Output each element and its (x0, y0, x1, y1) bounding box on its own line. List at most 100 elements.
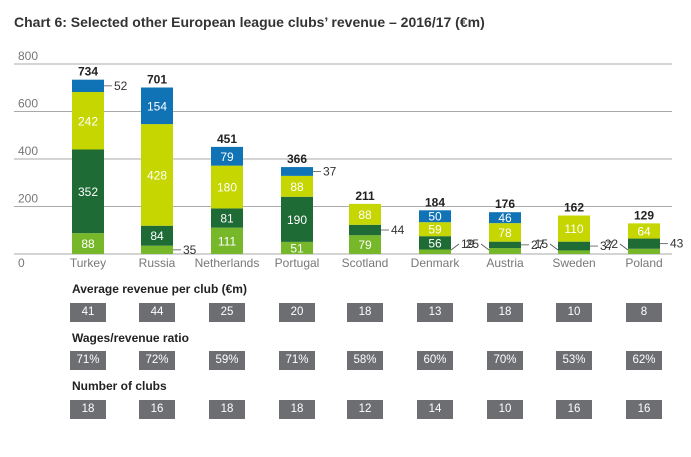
callout-label: 19 (461, 237, 475, 251)
bar-segment (628, 248, 660, 254)
segment-label: 88 (290, 180, 304, 194)
table-cell: 71% (70, 351, 106, 370)
table-cell: 13 (417, 303, 453, 322)
table-cell: 8 (626, 303, 662, 322)
x-tick-label: Austria (486, 256, 524, 270)
total-label: 734 (78, 65, 98, 79)
segment-label: 190 (287, 213, 307, 227)
bar-segment (281, 241, 313, 254)
table-cell: 20 (279, 303, 315, 322)
table-row-label: Average revenue per club (€m) (72, 282, 247, 296)
segment-label: 88 (81, 237, 95, 251)
segment-label: 110 (564, 222, 583, 236)
bar-segment (489, 248, 521, 254)
segment-label: 81 (220, 212, 234, 226)
total-label: 366 (287, 152, 307, 166)
bar-segment (419, 210, 451, 223)
y-tick-label: 400 (18, 144, 38, 158)
table-cell: 25 (209, 303, 245, 322)
segment-label: 79 (358, 238, 372, 252)
bar-segment (349, 224, 381, 236)
bar-segment (281, 175, 313, 197)
callout-label: 25 (466, 237, 480, 251)
table-cell: 18 (70, 400, 106, 419)
bar-segment (281, 167, 313, 176)
segment-label: 79 (220, 150, 234, 164)
table-cell: 14 (417, 400, 453, 419)
bar-segment (349, 203, 381, 225)
segment-label: 56 (428, 236, 442, 250)
callout-label: 22 (605, 237, 619, 251)
segment-label: 59 (428, 223, 442, 237)
table-row-label: Wages/revenue ratio (72, 331, 189, 345)
callout-label: 35 (183, 243, 197, 257)
bar-segment (558, 250, 590, 254)
x-tick-label: Netherlands (195, 256, 260, 270)
bar-segment (628, 238, 660, 249)
bar-segment (281, 196, 313, 242)
callout-line (450, 243, 460, 251)
bar-segment (489, 241, 521, 249)
callout-label: 44 (391, 223, 405, 237)
segment-label: 88 (358, 208, 372, 222)
bar-segment (349, 235, 381, 254)
bar-segment (72, 149, 104, 234)
bar-segment (141, 124, 173, 226)
table-cell: 62% (626, 351, 662, 370)
callout-label: 37 (600, 239, 614, 253)
x-tick-label: Turkey (70, 256, 106, 270)
table-cell: 16 (626, 400, 662, 419)
table-cell: 53% (556, 351, 592, 370)
table-cell: 41 (70, 303, 106, 322)
table-cell: 59% (209, 351, 245, 370)
table-cell: 60% (417, 351, 453, 370)
segment-label: 111 (218, 234, 237, 248)
y-tick-label: 0 (18, 256, 25, 270)
bar-segment (211, 146, 243, 166)
bar-segment (72, 92, 104, 150)
callout-label: 43 (670, 237, 684, 251)
bar-segment (211, 165, 243, 209)
x-tick-label: Poland (625, 256, 662, 270)
segment-label: 50 (428, 210, 442, 224)
segment-label: 46 (498, 211, 512, 225)
callout-line (619, 243, 629, 251)
bar-segment (628, 223, 660, 239)
bar-segment (489, 212, 521, 224)
y-tick-label: 800 (18, 49, 38, 63)
segment-label: 180 (217, 181, 237, 195)
segment-label: 154 (147, 99, 167, 113)
bar-segment (141, 225, 173, 246)
table-cell: 12 (347, 400, 383, 419)
chart-title: Chart 6: Selected other European league … (14, 14, 485, 30)
total-label: 211 (355, 189, 375, 203)
total-label: 162 (564, 201, 584, 215)
bar-segment (419, 249, 451, 254)
bar-segment (141, 245, 173, 254)
table-cell: 16 (139, 400, 175, 419)
bar-segment (211, 227, 243, 254)
table-cell: 72% (139, 351, 175, 370)
bar-segment (419, 222, 451, 237)
segment-label: 428 (147, 168, 167, 182)
segment-label: 51 (290, 241, 304, 255)
y-tick-label: 600 (18, 97, 38, 111)
total-label: 701 (147, 73, 167, 87)
x-tick-label: Portugal (275, 256, 320, 270)
table-cell: 10 (487, 400, 523, 419)
callout-line (480, 243, 490, 251)
table-cell: 44 (139, 303, 175, 322)
callout-label: 15 (535, 237, 549, 251)
segment-label: 78 (498, 226, 512, 240)
x-tick-label: Russia (139, 256, 176, 270)
stacked-bar-chart: 0 200 400 600 800 88 352 242 52 734 Turkey 35 84 428 1… (14, 49, 684, 270)
table-cell: 10 (556, 303, 592, 322)
bar-segment (419, 236, 451, 250)
table-cell: 16 (556, 400, 592, 419)
segment-label: 84 (150, 229, 164, 243)
segment-label: 352 (78, 185, 98, 199)
table-cell: 58% (347, 351, 383, 370)
y-tick-label: 200 (18, 192, 38, 206)
x-tick-label: Scotland (342, 256, 389, 270)
table-cell: 18 (347, 303, 383, 322)
